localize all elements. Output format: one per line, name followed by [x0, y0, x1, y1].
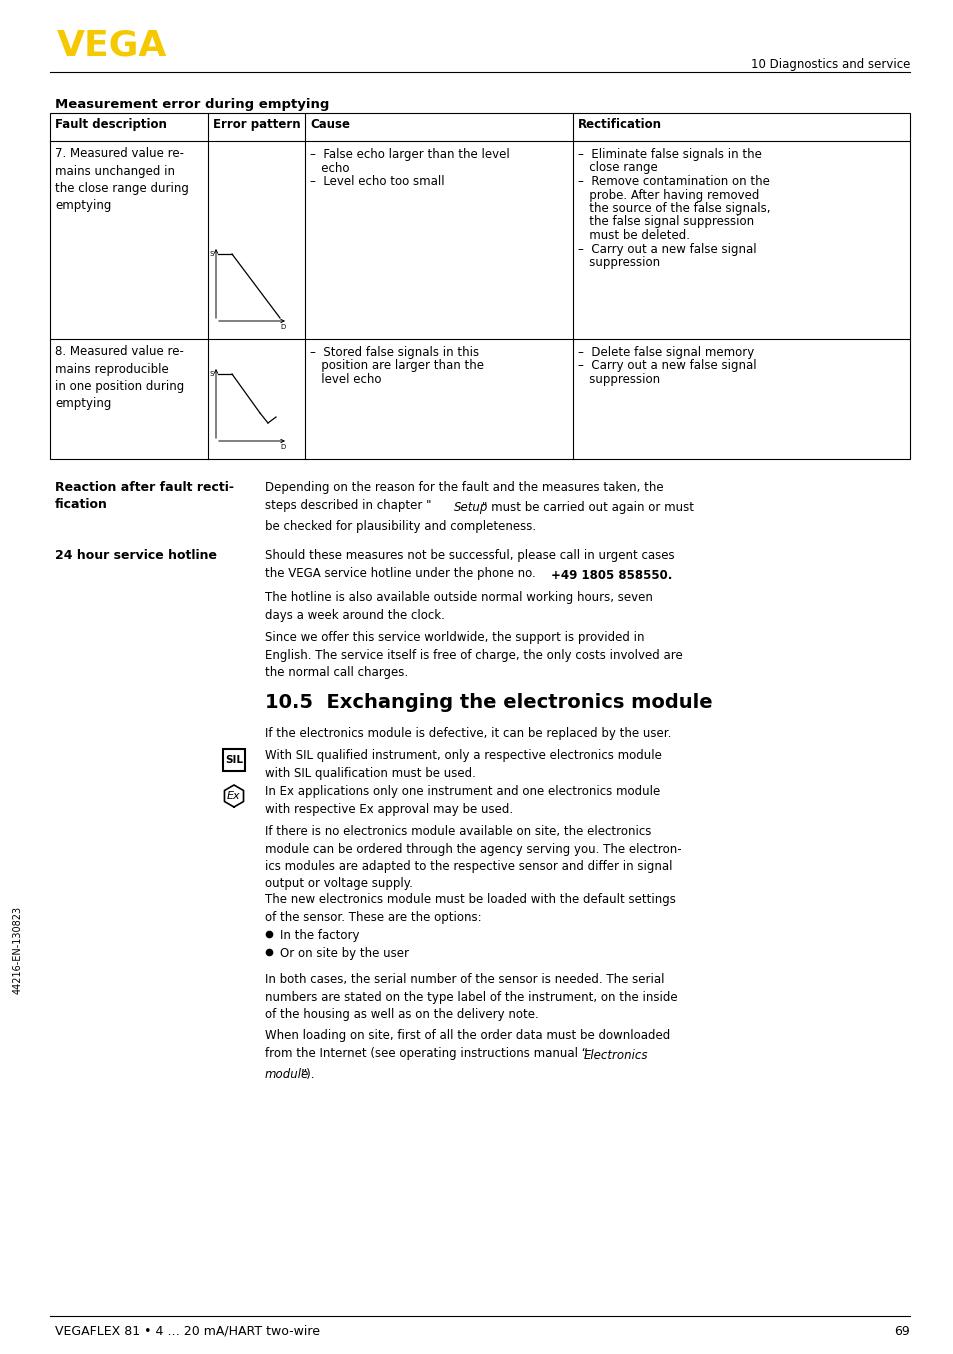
Text: Ex: Ex [227, 791, 240, 802]
Text: level echo: level echo [310, 372, 381, 386]
Text: the source of the false signals,: the source of the false signals, [578, 202, 770, 215]
Text: S: S [210, 250, 213, 257]
Text: +49 1805 858550.: +49 1805 858550. [551, 569, 672, 582]
Text: When loading on site, first of all the order data must be downloaded
from the In: When loading on site, first of all the o… [265, 1029, 670, 1059]
Text: Rectification: Rectification [578, 118, 661, 131]
Text: SIL: SIL [225, 756, 243, 765]
Text: –  False echo larger than the level: – False echo larger than the level [310, 148, 509, 161]
Text: VEGAFLEX 81 • 4 … 20 mA/HART two-wire: VEGAFLEX 81 • 4 … 20 mA/HART two-wire [55, 1326, 319, 1338]
Text: –  Stored false signals in this: – Stored false signals in this [310, 347, 478, 359]
Text: Electronics: Electronics [583, 1048, 648, 1062]
Text: the false signal suppression: the false signal suppression [578, 215, 753, 229]
Text: Should these measures not be successful, please call in urgent cases
the VEGA se: Should these measures not be successful,… [265, 548, 674, 580]
Text: Setup: Setup [454, 501, 488, 513]
Text: Error pattern: Error pattern [213, 118, 300, 131]
Text: The new electronics module must be loaded with the default settings
of the senso: The new electronics module must be loade… [265, 894, 675, 923]
Text: module: module [265, 1068, 309, 1080]
Text: 10.5  Exchanging the electronics module: 10.5 Exchanging the electronics module [265, 693, 712, 712]
Text: be checked for plausibility and completeness.: be checked for plausibility and complete… [265, 520, 536, 533]
Text: must be deleted.: must be deleted. [578, 229, 689, 242]
Text: 10 Diagnostics and service: 10 Diagnostics and service [750, 58, 909, 70]
Text: close range: close range [578, 161, 657, 175]
Text: –  Delete false signal memory: – Delete false signal memory [578, 347, 754, 359]
Bar [223, 749, 245, 770]
Text: echo: echo [310, 161, 349, 175]
Text: 8. Measured value re-
mains reproducible
in one position during
emptying: 8. Measured value re- mains reproducible… [55, 345, 184, 410]
Text: In the factory: In the factory [280, 929, 359, 942]
Text: S: S [210, 371, 213, 376]
Text: 24 hour service hotline: 24 hour service hotline [55, 548, 216, 562]
Bar [50, 112, 909, 141]
Text: Measurement error during emptying: Measurement error during emptying [55, 97, 329, 111]
Bar [50, 112, 909, 459]
Text: Depending on the reason for the fault and the measures taken, the
steps describe: Depending on the reason for the fault an… [265, 481, 663, 512]
Text: With SIL qualified instrument, only a respective electronics module
with SIL qua: With SIL qualified instrument, only a re… [265, 749, 661, 780]
Text: –  Eliminate false signals in the: – Eliminate false signals in the [578, 148, 761, 161]
Text: Or on site by the user: Or on site by the user [280, 946, 409, 960]
Text: –  Carry out a new false signal: – Carry out a new false signal [578, 360, 756, 372]
Text: " must be carried out again or must: " must be carried out again or must [481, 501, 693, 513]
Text: 69: 69 [893, 1326, 909, 1338]
Text: –  Remove contamination on the: – Remove contamination on the [578, 175, 769, 188]
Text: 44216-EN-130823: 44216-EN-130823 [13, 906, 23, 994]
Text: D: D [280, 444, 286, 450]
Text: VEGA: VEGA [57, 28, 167, 62]
Text: –  Level echo too small: – Level echo too small [310, 175, 444, 188]
Text: In Ex applications only one instrument and one electronics module
with respectiv: In Ex applications only one instrument a… [265, 785, 659, 815]
Text: The hotline is also available outside normal working hours, seven
days a week ar: The hotline is also available outside no… [265, 590, 652, 621]
Text: If there is no electronics module available on site, the electronics
module can : If there is no electronics module availa… [265, 825, 680, 891]
Text: probe. After having removed: probe. After having removed [578, 188, 759, 202]
Text: In both cases, the serial number of the sensor is needed. The serial
numbers are: In both cases, the serial number of the … [265, 974, 677, 1021]
Text: suppression: suppression [578, 256, 659, 269]
Text: If the electronics module is defective, it can be replaced by the user.: If the electronics module is defective, … [265, 727, 671, 741]
Text: position are larger than the: position are larger than the [310, 360, 483, 372]
Text: 7. Measured value re-
mains unchanged in
the close range during
emptying: 7. Measured value re- mains unchanged in… [55, 148, 189, 213]
Text: D: D [280, 324, 286, 330]
Text: Since we offer this service worldwide, the support is provided in
English. The s: Since we offer this service worldwide, t… [265, 631, 682, 678]
Text: ”).: ”). [301, 1068, 315, 1080]
Text: Fault description: Fault description [55, 118, 167, 131]
Text: suppression: suppression [578, 372, 659, 386]
Text: –  Carry out a new false signal: – Carry out a new false signal [578, 242, 756, 256]
Text: Cause: Cause [310, 118, 350, 131]
Text: Reaction after fault recti-
fication: Reaction after fault recti- fication [55, 481, 233, 512]
